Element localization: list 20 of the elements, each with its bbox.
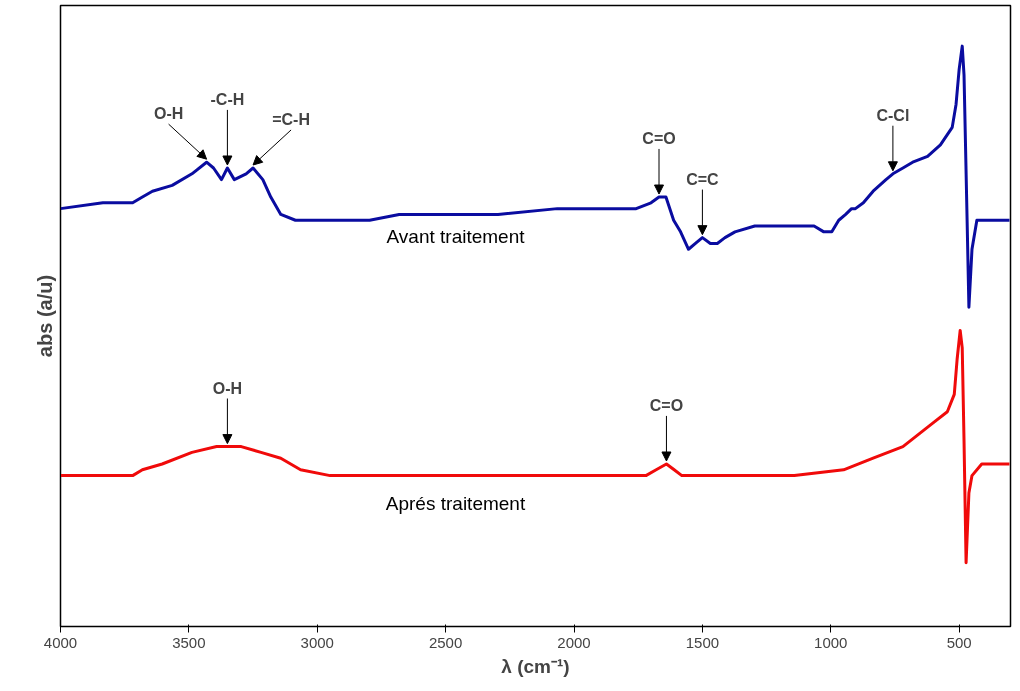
annotation: C=C (686, 170, 720, 188)
annotation: O-H (212, 379, 243, 397)
annotation: C-Cl (876, 106, 910, 124)
series-label: Aprés traitement (385, 492, 526, 514)
series-label: Avant traitement (386, 225, 526, 247)
x-tick-label: 1500 (685, 633, 720, 651)
y-axis-title: abs (a/u) (33, 274, 56, 358)
annotation: =C-H (272, 110, 310, 128)
x-tick-label: 2500 (428, 633, 463, 651)
x-tick-label: 4000 (43, 633, 78, 651)
annotation: C=O (642, 129, 676, 147)
annotation: C=O (649, 396, 684, 414)
x-tick-label: 3000 (300, 633, 334, 651)
x-tick-label: 500 (946, 633, 972, 651)
annotation: O-H (153, 105, 184, 123)
x-tick-label: 1000 (814, 633, 848, 651)
annotation: -C-H (210, 90, 245, 108)
x-axis-title: λ (cm⁻¹) (501, 655, 570, 677)
x-tick-label: 2000 (557, 633, 591, 651)
x-tick-label: 3500 (172, 633, 206, 651)
